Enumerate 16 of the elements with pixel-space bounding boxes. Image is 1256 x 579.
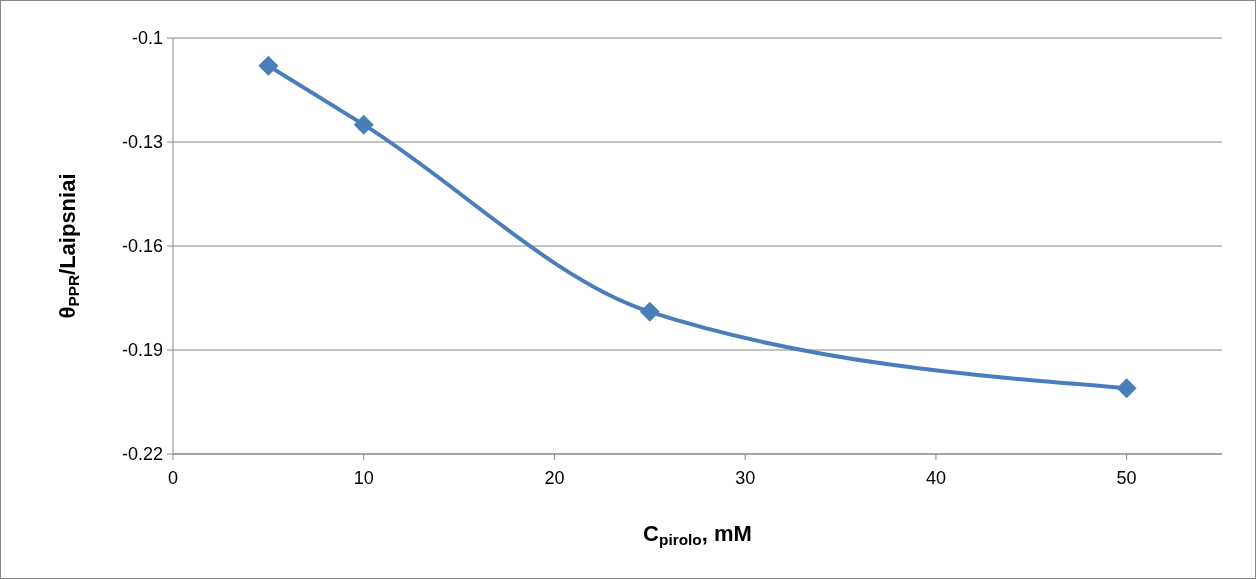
point	[1116, 378, 1137, 399]
point	[353, 114, 374, 135]
y-tick-label: -0.1	[131, 28, 163, 49]
x-tick-label: 40	[925, 468, 946, 488]
x-tick-label: 50	[1116, 468, 1137, 488]
x-tick-label: 0	[167, 468, 179, 488]
y-tick-label: -0.13	[121, 132, 163, 153]
y-tick-label: -0.16	[121, 236, 163, 257]
point	[258, 55, 279, 76]
point	[639, 301, 660, 322]
y-tick-label: -0.22	[121, 444, 163, 465]
x-tick-label: 30	[735, 468, 756, 488]
x-tick-label: 20	[544, 468, 565, 488]
x-tick-label: 10	[353, 468, 374, 488]
x-axis-title: C$_{pirolo}$, mM	[643, 521, 752, 548]
y-tick-label: -0.19	[121, 340, 163, 361]
